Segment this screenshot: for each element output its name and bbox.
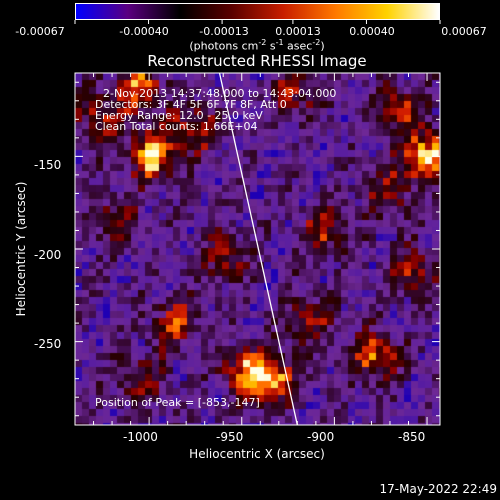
solar-limb-line bbox=[218, 72, 298, 426]
units-exponent: -2 bbox=[258, 38, 267, 47]
units-exponent: -2 bbox=[312, 38, 321, 47]
colorbar-tick-label: -0.00040 bbox=[119, 25, 169, 38]
x-tick-label: -950 bbox=[216, 430, 244, 444]
annotation-time-range: 2-Nov-2013 14:37:48.000 to 14:43:04.000 bbox=[103, 87, 337, 100]
x-tick-label: -1000 bbox=[123, 430, 158, 444]
y-tick-label: -150 bbox=[34, 158, 62, 172]
colorbar-units: (photons cm-2 s-1 asec-2) bbox=[189, 38, 324, 53]
y-tick-label: -200 bbox=[34, 248, 62, 262]
plot-frame-border bbox=[74, 72, 441, 426]
annotation-clean: Clean Total counts: 1.66E+04 bbox=[95, 120, 258, 133]
chart-title: Reconstructed RHESSI Image bbox=[147, 52, 367, 70]
colorbar-tick-label: -0.00067 bbox=[15, 25, 65, 38]
units-part: s bbox=[266, 39, 276, 53]
colorbar-tick-label: 0.00040 bbox=[349, 25, 395, 38]
colorbar-gradient bbox=[76, 4, 439, 19]
units-exponent: -1 bbox=[275, 38, 284, 47]
plot-area: 2-Nov-2013 14:37:48.000 to 14:43:04.000 … bbox=[75, 73, 440, 425]
units-part: (photons cm bbox=[189, 39, 259, 53]
colorbar-tick-label: -0.00013 bbox=[199, 25, 249, 38]
units-part: ) bbox=[320, 39, 325, 53]
x-axis-label: Heliocentric X (arcsec) bbox=[189, 447, 325, 461]
colorbar-tick-label: 0.00067 bbox=[441, 25, 487, 38]
units-part: asec bbox=[283, 39, 313, 53]
y-axis-label: Heliocentric Y (arcsec) bbox=[14, 181, 28, 317]
colorbar bbox=[75, 3, 440, 20]
y-tick-label: -250 bbox=[34, 337, 62, 351]
x-tick-label: -850 bbox=[398, 430, 426, 444]
annotation-detectors: Detectors: 3F 4F 5F 6F 7F 8F, Att 0 bbox=[95, 98, 287, 111]
timestamp: 17-May-2022 22:49 bbox=[379, 482, 497, 496]
heatmap-image bbox=[75, 73, 440, 425]
annotation-energy: Energy Range: 12.0 - 25.0 keV bbox=[95, 109, 263, 122]
annotation-peak-position: Position of Peak = [-853,-147] bbox=[95, 396, 260, 409]
x-tick-label: -900 bbox=[307, 430, 335, 444]
colorbar-tick-label: 0.00013 bbox=[275, 25, 321, 38]
